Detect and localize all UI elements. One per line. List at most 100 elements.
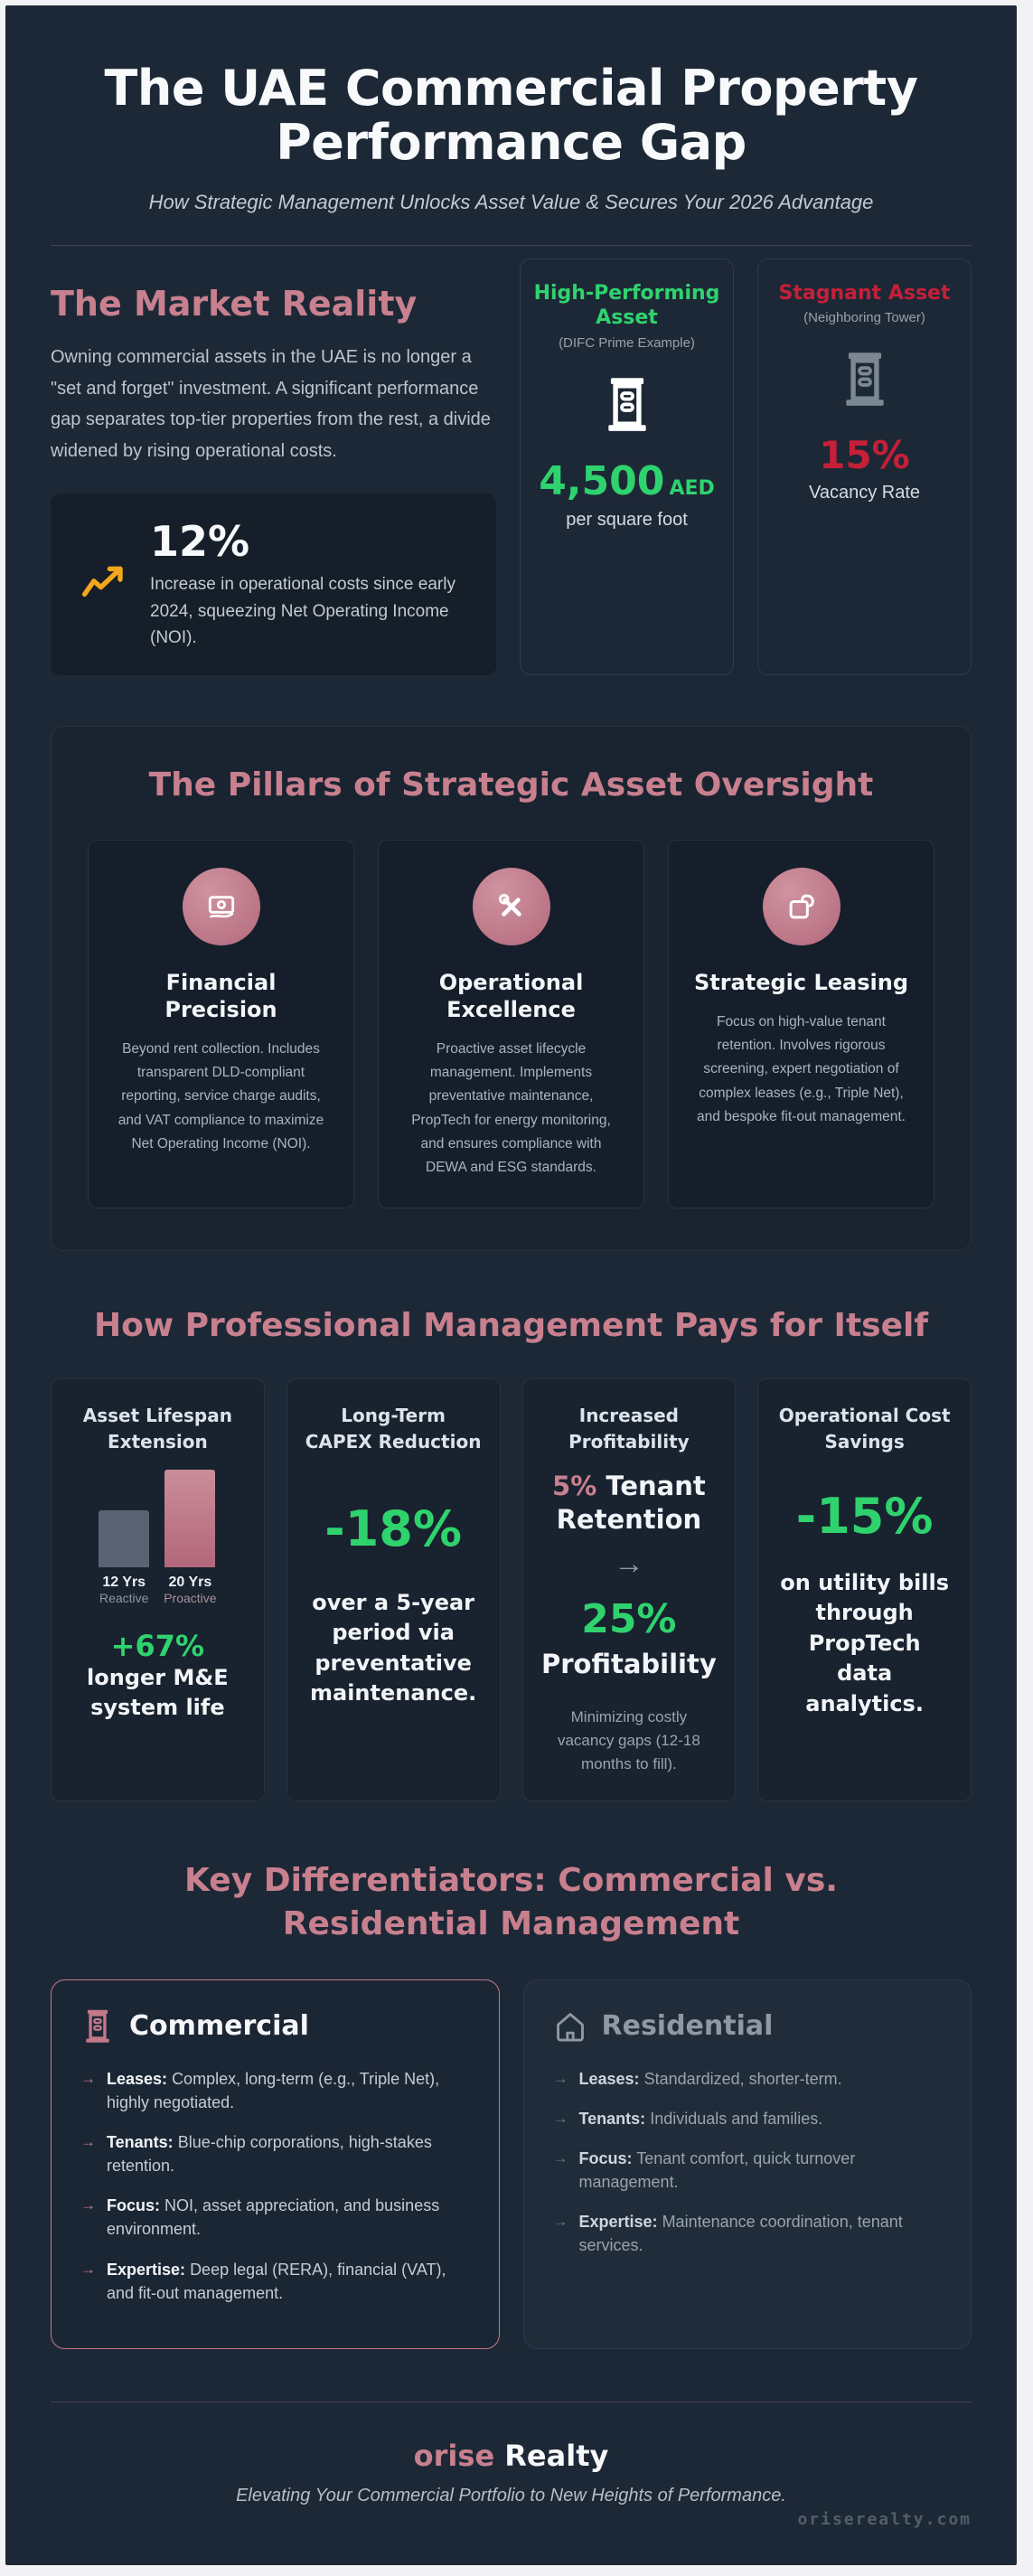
high-performing-metric-unit: AED [669,476,715,500]
briefcase-icon [762,867,840,945]
market-reality-paragraph: Owning commercial assets in the UAE is n… [51,346,491,461]
building-icon [599,374,655,440]
arrow-right-icon [80,2259,96,2305]
roi-card-lifespan: Asset Lifespan Extension 12 Yrs Reactive… [51,1377,265,1801]
opex-stat-value: 12% [150,517,250,567]
pillar-title: Financial Precision [164,969,277,1022]
arrow-right-icon [80,2195,96,2241]
header-divider [51,244,972,246]
residential-panel: Residential Leases: Standardized, shorte… [522,1979,972,2349]
stagnant-metric-caption: Vacancy Rate [808,483,921,503]
building-icon [80,2007,115,2045]
arrow-right-icon [553,2108,568,2130]
page-title-line2: Performance Gap [276,114,747,172]
brand-accent: orise [413,2438,495,2473]
list-item: Expertise: Maintenance coordination, ten… [553,2210,943,2257]
list-item-text: Tenants: Individuals and families. [578,2110,823,2129]
page-title: The UAE Commercial Property Performance … [51,61,972,171]
website-url: oriserealty.com [797,2509,972,2529]
high-performing-subtitle: (DIFC Prime Example) [559,334,695,351]
pillar-card-strategic-leasing: Strategic Leasing Focus on high-value te… [668,839,934,1208]
differentiators-section: Key Differentiators: Commercial vs. Resi… [51,1859,972,2349]
arrow-right-icon [553,2148,568,2194]
list-item-text: Leases: Standardized, shorter-term. [578,2069,842,2088]
bar-reactive-rect [99,1509,150,1567]
roi-card-note: Minimizing costly vacancy gaps (12-18 mo… [557,1707,700,1773]
market-reality-text-column: The Market Reality Owning commercial ass… [51,246,496,675]
brand-logo: orise Realty [51,2439,972,2473]
high-performing-metric: 4,500 AED [539,458,715,504]
list-item: Tenants: Individuals and families. [553,2107,943,2130]
profitability-label: Profitability [540,1649,717,1680]
differentiators-heading: Key Differentiators: Commercial vs. Resi… [184,1861,838,1943]
pillar-body: Proactive asset lifecycle management. Im… [411,1040,611,1176]
commercial-title: Commercial [129,2010,309,2043]
pillar-title: Strategic Leasing [693,969,909,995]
commercial-list: Leases: Complex, long-term (e.g., Triple… [80,2067,470,2305]
market-reality-heading: The Market Reality [51,283,418,324]
pillar-body: Beyond rent collection. Includes transpa… [117,1040,324,1152]
building-icon [837,349,893,415]
page-title-line1: The UAE Commercial Property [104,60,918,117]
high-performing-asset-card: High-Performing Asset (DIFC Prime Exampl… [520,258,734,675]
page-subtitle: How Strategic Management Unlocks Asset V… [148,190,874,213]
arrow-right-icon [80,2068,96,2114]
pillar-title: Operational Excellence [438,969,584,1022]
bar-proactive: 20 Yrs Proactive [164,1469,217,1605]
pillar-card-operational-excellence: Operational Excellence Proactive asset l… [378,839,644,1208]
list-item-text: Focus: Tenant comfort, quick turnover ma… [578,2149,856,2192]
differentiator-panels: Commercial Leases: Complex, long-term (e… [51,1979,972,2349]
commercial-panel: Commercial Leases: Complex, long-term (e… [51,1979,500,2349]
bar-category-label: Proactive [164,1590,217,1605]
opex-stat-description: Increase in operational costs since earl… [150,575,455,648]
home-icon [553,2007,587,2045]
pillar-body: Focus on high-value tenant retention. In… [697,1013,906,1124]
profitability-value: 25% [581,1596,677,1643]
bar-category-label: Reactive [99,1590,149,1605]
footer: orise Realty Elevating Your Commercial P… [51,2401,972,2529]
high-performing-metric-value: 4,500 [539,457,665,504]
roi-card-title: Increased Profitability [568,1404,690,1453]
roi-card-profitability: Increased Profitability 5% Tenant Retent… [521,1377,737,1801]
list-item: Tenants: Blue-chip corporations, high-st… [80,2130,470,2177]
residential-list: Leases: Standardized, shorter-term. Tena… [553,2067,943,2258]
roi-cards: Asset Lifespan Extension 12 Yrs Reactive… [51,1377,972,1801]
tools-icon [472,867,550,945]
bar-reactive: 12 Yrs Reactive [99,1509,150,1605]
roi-card-cost-savings: Operational Cost Savings -15% on utility… [757,1377,972,1801]
roi-card-title: Long-Term CAPEX Reduction [305,1404,482,1453]
commercial-header: Commercial [80,2007,470,2045]
list-item-text: Expertise: Deep legal (RERA), financial … [107,2260,446,2302]
arrow-right-icon [614,1547,644,1582]
opex-stat-card: 12% Increase in operational costs since … [51,494,496,675]
list-item-text: Tenants: Blue-chip corporations, high-st… [107,2133,432,2176]
lifespan-bar-chart: 12 Yrs Reactive 20 Yrs Proactive [99,1469,217,1605]
pillars-section: The Pillars of Strategic Asset Oversight… [51,725,972,1251]
trend-up-icon [76,558,132,611]
header: The UAE Commercial Property Performance … [51,61,972,246]
stagnant-metric: 15% [819,433,910,477]
list-item: Focus: NOI, asset appreciation, and busi… [80,2194,470,2241]
bar-value-label: 12 Yrs [102,1574,146,1590]
tenant-retention-line: 5% Tenant Retention [541,1470,718,1537]
infographic-root: The UAE Commercial Property Performance … [5,5,1017,2565]
residential-title: Residential [601,2010,774,2043]
list-item: Focus: Tenant comfort, quick turnover ma… [553,2147,943,2194]
stagnant-subtitle: (Neighboring Tower) [803,310,925,326]
pillar-card-financial-precision: Financial Precision Beyond rent collecti… [88,839,354,1208]
banknote-icon [182,867,260,945]
tenant-retention-value: 5% [552,1470,597,1501]
list-item-text: Focus: NOI, asset appreciation, and busi… [107,2196,440,2239]
tenant-retention-label: Tenant Retention [556,1470,706,1536]
roi-section: How Professional Management Pays for Its… [51,1307,972,1801]
list-item: Expertise: Deep legal (RERA), financial … [80,2258,470,2305]
roi-highlight: -18% [324,1500,462,1557]
roi-heading: How Professional Management Pays for Its… [93,1306,928,1344]
list-item: Leases: Complex, long-term (e.g., Triple… [80,2067,470,2114]
residential-header: Residential [553,2007,943,2045]
arrow-right-icon [80,2131,96,2177]
stagnant-metric-value: 15% [819,433,910,478]
list-item-text: Leases: Complex, long-term (e.g., Triple… [107,2069,440,2112]
pillars-heading: The Pillars of Strategic Asset Oversight [148,766,874,804]
opex-stat-content: 12% Increase in operational costs since … [150,517,471,651]
